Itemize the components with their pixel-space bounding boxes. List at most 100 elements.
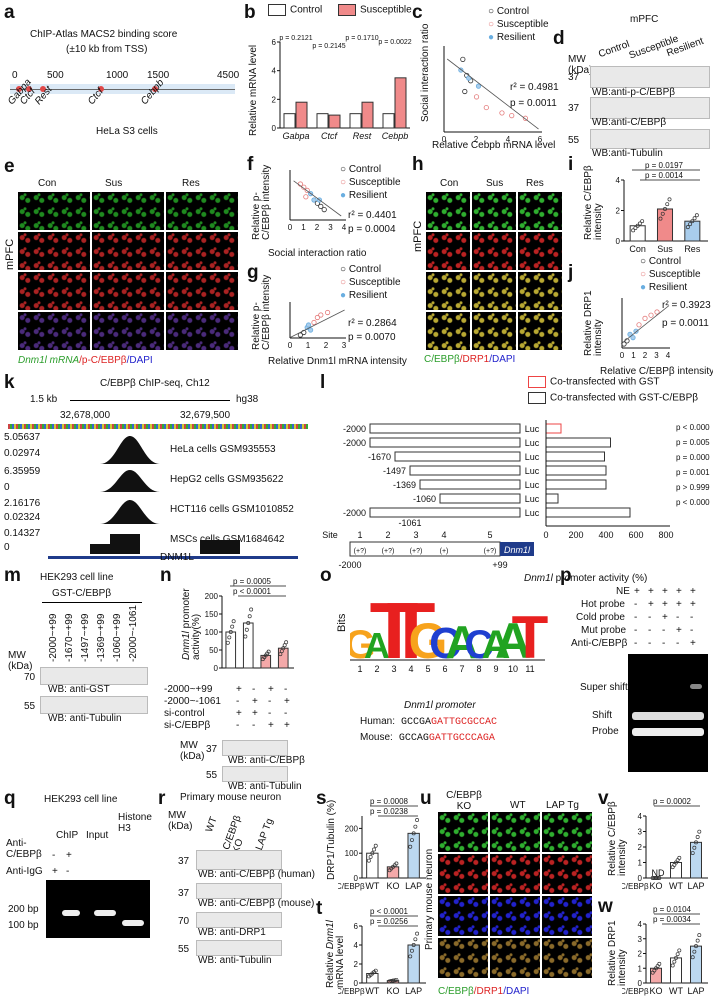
data-point — [370, 851, 375, 856]
condition-mark: - — [676, 638, 680, 649]
panel-a-title: ChIP-Atlas MACS2 binding score — [30, 29, 178, 40]
condition-mark: - — [252, 720, 256, 731]
chip-peak — [50, 436, 290, 464]
construct-label: -2000 — [343, 424, 366, 434]
promoter-label: Dnm1l promoter — [404, 700, 476, 711]
y-axis-label: Relative C/EBPβ intensity — [583, 165, 604, 240]
track-min: 0 — [4, 542, 10, 553]
x-tick-label: 200 — [568, 530, 583, 540]
blot-drp1 — [196, 912, 282, 928]
mark: + — [66, 850, 72, 861]
panel-label: b — [244, 2, 256, 23]
data-point — [657, 961, 662, 966]
genome-label: hg38 — [236, 394, 259, 405]
y-tick-label: 0 — [354, 979, 359, 988]
data-point — [314, 314, 321, 321]
position-label: 11 — [525, 664, 534, 674]
data-point — [372, 847, 376, 852]
bar — [629, 225, 646, 242]
micrograph-tile — [92, 272, 164, 310]
y-axis-label: Bits — [336, 613, 348, 632]
r2-label: r² = 0.4401 — [348, 210, 397, 221]
x-tick-label: WT — [365, 986, 379, 996]
mw-tick: 70 — [178, 916, 190, 927]
data-point — [243, 634, 248, 639]
mw-tick: 55 — [568, 135, 580, 146]
y-tick-label: 100 — [345, 849, 359, 858]
condition-mark: + — [662, 612, 668, 623]
axis-tick: 1000 — [106, 70, 129, 81]
y-tick-label: 2 — [616, 207, 621, 216]
col-label: Con — [38, 178, 57, 189]
construct-bar — [369, 507, 521, 518]
data-point — [318, 203, 324, 210]
data-point — [415, 931, 420, 936]
fit-line — [446, 58, 539, 130]
track-title: C/EBPβ ChIP-seq, Ch12 — [100, 378, 210, 389]
p-label: p = 0.0011 — [510, 98, 557, 109]
x-tick-label: 600 — [628, 530, 643, 540]
x-tick-label: 4 — [342, 223, 347, 232]
position-label: 7 — [459, 664, 464, 674]
data-point — [284, 640, 289, 645]
condition-mark: + — [676, 625, 682, 636]
data-point — [509, 113, 515, 119]
data-point — [694, 213, 699, 218]
data-point — [411, 831, 416, 836]
binding-dot — [40, 86, 46, 92]
data-point — [690, 219, 695, 224]
x-tick-label: 4 — [506, 135, 511, 144]
data-point — [694, 840, 698, 845]
position-label: 8 — [476, 664, 481, 674]
x-tick-label: 0 — [288, 223, 293, 232]
blot-mouse-cebpb — [196, 883, 282, 899]
y-tick-label: 0 — [272, 124, 277, 133]
p-value: p = 0.0018 — [676, 468, 710, 477]
panel-label: q — [4, 788, 16, 809]
blot-tubulin — [196, 940, 282, 956]
legend-resilient: ● Resilient — [340, 290, 388, 301]
mw-tick: 55 — [24, 701, 36, 712]
panel-label: l — [320, 372, 326, 393]
data-point — [697, 829, 702, 834]
data-point — [373, 843, 378, 848]
p-value: p = 0.0007 — [676, 453, 710, 462]
y-axis-label: Social interaction ratio — [420, 23, 431, 122]
site-sign: (+?) — [354, 548, 367, 555]
track-name: HCT116 cells GSM1010852 — [170, 504, 294, 515]
legend-control: ○ Control — [340, 264, 382, 275]
p-value: p < 0.0001 — [676, 498, 710, 507]
legend-susceptible: Susceptible — [338, 4, 412, 16]
x-tick-label: KO — [386, 986, 399, 996]
bar — [366, 973, 379, 984]
data-point — [499, 110, 505, 116]
condition-mark: + — [284, 720, 290, 731]
blot-label: WB: anti-Tubulin — [198, 955, 272, 966]
p-value: p = 0.0005 — [233, 577, 272, 586]
condition-mark: - — [690, 612, 694, 623]
condition-mark: + — [268, 684, 274, 695]
x-tick-label: KO — [386, 881, 399, 891]
legend-control: ○ Control — [640, 256, 682, 267]
y-axis-label: Relative DRP1 intensity — [583, 290, 604, 356]
p-value: p = 0.2145 — [312, 43, 345, 50]
micrograph-tile — [518, 232, 562, 270]
map-coord: +99 — [492, 560, 507, 570]
x-tick-label: Res — [684, 244, 701, 254]
p-value: p < 0.0001 — [370, 907, 409, 916]
data-point — [279, 649, 284, 654]
axis-line — [10, 89, 235, 90]
condition-mark: + — [284, 696, 290, 707]
site-sign: (+?) — [382, 548, 395, 555]
y-tick-label: 1 — [638, 859, 643, 868]
construct-label: -2000 — [343, 508, 366, 518]
condition-label: Cold probe — [576, 612, 625, 623]
track-min: 0.02974 — [4, 448, 41, 459]
position-label: 5 — [425, 664, 430, 674]
y-tick-label: 2 — [638, 843, 643, 852]
col-label: LAP Tg — [546, 800, 579, 811]
condition-mark: + — [690, 638, 696, 649]
condition-mark: + — [662, 599, 668, 610]
legend-susceptible: ○ Susceptible — [340, 277, 401, 288]
